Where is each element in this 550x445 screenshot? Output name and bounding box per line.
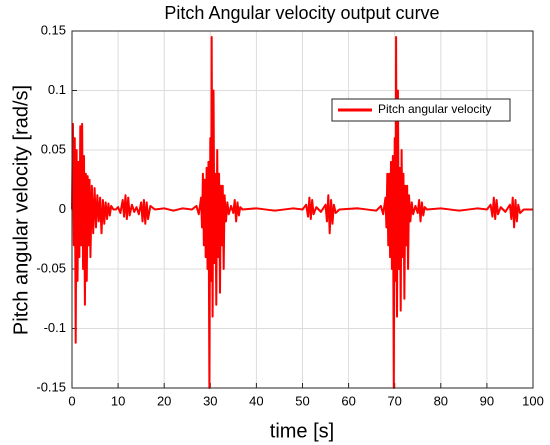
x-axis-label: time [s] bbox=[270, 420, 334, 442]
x-tick-label: 80 bbox=[434, 393, 448, 408]
legend-label: Pitch angular velocity bbox=[378, 102, 491, 116]
x-tick-label: 30 bbox=[203, 393, 217, 408]
y-tick-label: 0.05 bbox=[41, 141, 66, 156]
x-tick-label: 100 bbox=[522, 393, 544, 408]
data-line bbox=[71, 35, 533, 389]
y-tick-label: 0.1 bbox=[48, 82, 66, 97]
x-tick-label: 40 bbox=[249, 393, 263, 408]
x-tick-label: 10 bbox=[111, 393, 125, 408]
x-tick-label: 70 bbox=[387, 393, 401, 408]
y-tick-label: -0.15 bbox=[36, 379, 66, 394]
plot-frame bbox=[71, 30, 534, 389]
x-tick-label: 50 bbox=[295, 393, 309, 408]
y-tick-label: 0 bbox=[59, 201, 66, 216]
x-tick-label: 90 bbox=[480, 393, 494, 408]
x-tick-label: 20 bbox=[157, 393, 171, 408]
legend-box bbox=[331, 98, 511, 122]
y-axis-label: Pitch angular velocity [rad/s] bbox=[10, 85, 32, 335]
y-tick-label: -0.1 bbox=[44, 320, 66, 335]
chart-title: Pitch Angular velocity output curve bbox=[164, 3, 439, 23]
x-tick-label: 0 bbox=[68, 393, 75, 408]
x-tick-label: 60 bbox=[341, 393, 355, 408]
y-tick-label: -0.05 bbox=[36, 260, 66, 275]
y-tick-label: 0.15 bbox=[41, 22, 66, 37]
